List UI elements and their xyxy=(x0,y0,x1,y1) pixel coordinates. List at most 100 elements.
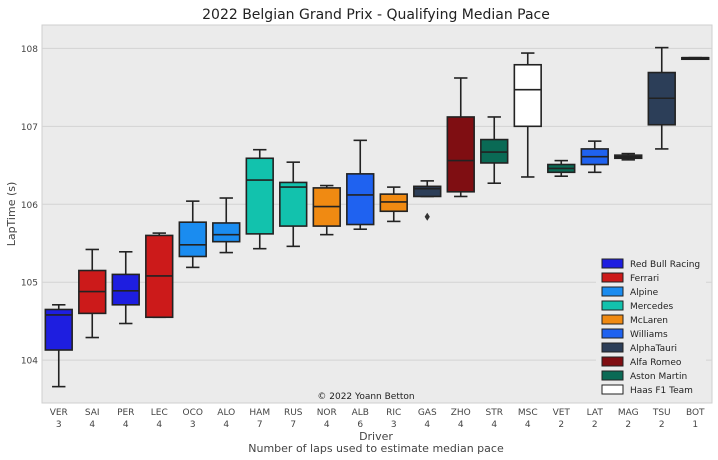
box-zho xyxy=(446,77,475,198)
box-msc xyxy=(513,52,542,178)
box-bot xyxy=(681,56,710,61)
x-tick-driver: RUS xyxy=(284,408,303,418)
x-tick-laps: 2 xyxy=(592,420,598,430)
box-ham xyxy=(245,148,274,250)
box-nor xyxy=(312,184,341,236)
y-tick-labels: 104 105 106 107 108 xyxy=(21,45,38,367)
y-tick-label: 107 xyxy=(21,123,38,133)
x-tick-driver: PER xyxy=(117,408,134,418)
x-tick-laps: 6 xyxy=(357,420,363,430)
box-alb xyxy=(346,139,375,230)
x-tick-labels: VER 3 SAI 4 PER 4 LEC 4 OCO 3 ALO 4 HAM 7 RUS 7 NOR 4 ALB 6… xyxy=(50,408,705,430)
box-rus xyxy=(279,161,308,248)
box-per xyxy=(111,251,140,325)
x-tick-driver: ZHO xyxy=(451,408,471,418)
x-axis-label: Driver xyxy=(359,430,393,443)
legend-swatch xyxy=(601,342,624,353)
box-ver xyxy=(44,303,73,388)
y-tick-label: 108 xyxy=(21,45,38,55)
legend-label: Alfa Romeo xyxy=(630,358,682,368)
box-str xyxy=(480,116,509,185)
outlier-point xyxy=(424,212,430,221)
box-body xyxy=(111,273,140,306)
x-tick-driver: NOR xyxy=(317,408,337,418)
box-vet xyxy=(547,159,576,177)
box-body xyxy=(346,173,375,226)
legend: Red Bull Racing Ferrari Alpine Mercedes McLa… xyxy=(596,254,706,399)
x-tick-laps: 2 xyxy=(625,420,631,430)
x-tick-driver: TSU xyxy=(652,408,671,418)
legend-label: Alpine xyxy=(630,288,659,298)
x-tick-laps: 7 xyxy=(257,420,263,430)
x-tick-driver: BOT xyxy=(686,408,705,418)
x-tick-laps: 4 xyxy=(525,420,531,430)
x-axis-sublabel: Number of laps used to estimate median p… xyxy=(248,442,504,455)
x-tick-laps: 4 xyxy=(424,420,430,430)
x-tick-laps: 4 xyxy=(123,420,129,430)
x-tick-driver: LAT xyxy=(587,408,604,418)
x-tick-driver: VET xyxy=(553,408,571,418)
box-body xyxy=(279,181,308,227)
box-body xyxy=(413,185,442,198)
x-tick-driver: SAI xyxy=(85,408,100,418)
box-alo xyxy=(212,197,241,254)
legend-swatch xyxy=(601,356,624,367)
x-tick-driver: HAM xyxy=(249,408,270,418)
x-tick-laps: 1 xyxy=(692,420,698,430)
legend-swatch xyxy=(601,272,624,283)
x-tick-laps: 4 xyxy=(491,420,497,430)
legend-label: Ferrari xyxy=(630,274,659,284)
chart-title: 2022 Belgian Grand Prix - Qualifying Med… xyxy=(202,7,550,23)
box-body xyxy=(513,63,542,128)
x-tick-laps: 3 xyxy=(56,420,62,430)
x-tick-driver: OCO xyxy=(183,408,203,418)
box-ric xyxy=(379,186,408,223)
box-body xyxy=(44,308,73,351)
box-body xyxy=(245,157,274,235)
box-plots xyxy=(44,46,710,388)
box-lat xyxy=(580,140,609,174)
legend-swatch xyxy=(601,370,624,381)
legend-label: Red Bull Racing xyxy=(630,260,700,270)
legend-label: Mercedes xyxy=(630,302,674,312)
x-tick-driver: MAG xyxy=(618,408,639,418)
box-oco xyxy=(178,200,207,269)
legend-label: Williams xyxy=(630,330,668,340)
x-tick-driver: MSC xyxy=(518,408,538,418)
box-gas xyxy=(413,180,442,221)
y-tick-label: 105 xyxy=(21,279,38,289)
box-lec xyxy=(145,232,174,319)
legend-swatch xyxy=(601,384,624,395)
y-tick-label: 104 xyxy=(21,357,38,367)
box-body xyxy=(446,116,475,193)
x-tick-laps: 4 xyxy=(324,420,330,430)
x-tick-laps: 4 xyxy=(156,420,162,430)
x-tick-laps: 7 xyxy=(290,420,296,430)
box-sai xyxy=(78,248,107,339)
x-tick-laps: 3 xyxy=(391,420,397,430)
box-body xyxy=(178,221,207,258)
x-tick-driver: ALB xyxy=(352,408,369,418)
y-tick-label: 106 xyxy=(21,201,38,211)
box-body xyxy=(212,222,241,243)
legend-label: AlphaTauri xyxy=(630,344,677,354)
x-tick-laps: 2 xyxy=(659,420,665,430)
x-tick-driver: ALO xyxy=(217,408,235,418)
x-tick-driver: LEC xyxy=(151,408,168,418)
x-tick-laps: 4 xyxy=(89,420,95,430)
box-tsu xyxy=(647,46,676,150)
legend-swatch xyxy=(601,286,624,297)
x-tick-driver: GAS xyxy=(418,408,437,418)
y-axis-label: LapTime (s) xyxy=(5,182,18,247)
x-tick-driver: STR xyxy=(486,408,503,418)
x-tick-laps: 4 xyxy=(458,420,464,430)
legend-swatch xyxy=(601,300,624,311)
legend-swatch xyxy=(601,328,624,339)
x-tick-driver: RIC xyxy=(386,408,401,418)
legend-label: Haas F1 Team xyxy=(630,386,693,396)
box-mag xyxy=(614,152,643,161)
x-tick-laps: 2 xyxy=(558,420,564,430)
legend-label: Aston Martin xyxy=(630,372,687,382)
x-tick-laps: 3 xyxy=(190,420,196,430)
